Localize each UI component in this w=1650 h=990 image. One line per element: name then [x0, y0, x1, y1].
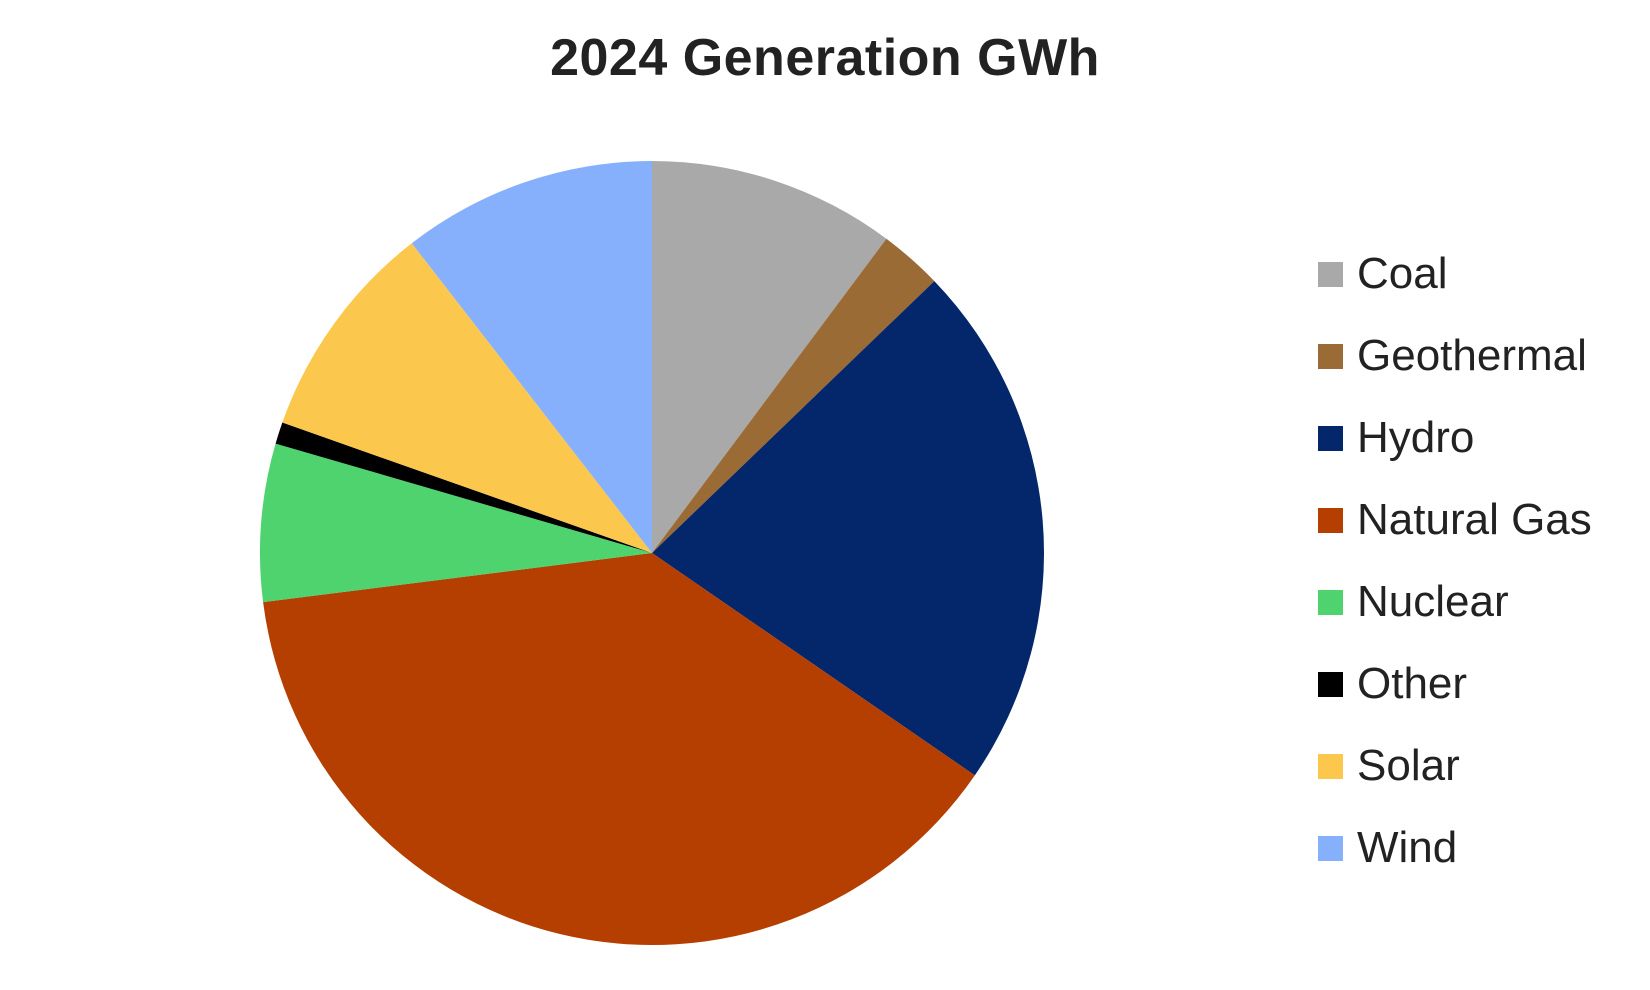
pie-slice-solar [282, 243, 652, 554]
legend-label: Other [1357, 659, 1468, 708]
legend-swatch [1318, 835, 1343, 861]
pie-slices [259, 161, 1044, 945]
legend-item-geothermal: Geothermal [1318, 315, 1592, 397]
legend-label: Wind [1357, 823, 1458, 872]
legend-label: Coal [1357, 249, 1448, 298]
legend-swatch [1318, 753, 1343, 779]
legend-item-solar: Solar [1318, 725, 1592, 807]
legend-label: Solar [1357, 741, 1460, 790]
legend-item-hydro: Hydro [1318, 397, 1592, 479]
legend-item-wind: Wind [1318, 807, 1592, 889]
legend-swatch [1318, 589, 1343, 615]
legend: Coal Geothermal Hydro Natural Gas Nuclear Oth… [1318, 233, 1592, 889]
pie-slice-natural-gas [263, 553, 975, 945]
legend-label: Geothermal [1357, 331, 1587, 380]
pie-slice-other [275, 422, 652, 553]
chart-title: 2024 Generation GWh [550, 29, 1100, 87]
legend-swatch [1318, 507, 1343, 533]
legend-item-coal: Coal [1318, 233, 1592, 315]
pie-slice-wind [411, 161, 652, 553]
pie-slice-nuclear [259, 443, 652, 603]
legend-swatch [1318, 425, 1343, 451]
legend-swatch [1318, 261, 1343, 287]
legend-item-natural-gas: Natural Gas [1318, 479, 1592, 561]
legend-item-other: Other [1318, 643, 1592, 725]
legend-label: Nuclear [1357, 577, 1509, 626]
legend-label: Natural Gas [1357, 495, 1592, 544]
legend-item-nuclear: Nuclear [1318, 561, 1592, 643]
pie-slice-geothermal [652, 238, 935, 553]
pie-slice-hydro [652, 281, 1044, 776]
legend-swatch [1318, 671, 1343, 697]
pie-slice-coal [652, 161, 887, 553]
legend-label: Hydro [1357, 413, 1475, 462]
legend-swatch [1318, 343, 1343, 369]
